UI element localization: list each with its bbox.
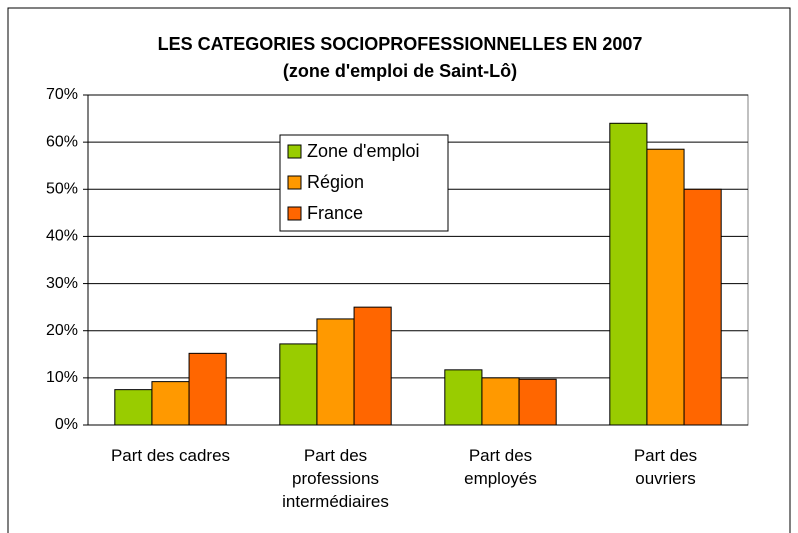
bar: [518, 378, 557, 426]
bar: [683, 188, 722, 426]
x-tick-label: Part des cadres: [110, 446, 231, 465]
y-tick-label: 30%: [46, 275, 78, 292]
legend-label: France: [307, 203, 363, 223]
x-tick-label: Part des professions intermédiaires: [282, 446, 389, 511]
bar: [188, 352, 227, 426]
x-tick-label: Part des ouvriers: [633, 446, 698, 488]
y-tick-label: 0%: [55, 416, 78, 433]
bar: [609, 122, 648, 426]
legend-label: Zone d'emploi: [307, 141, 420, 161]
bar: [151, 381, 190, 426]
legend-swatch: [287, 206, 302, 221]
y-tick-label: 10%: [46, 369, 78, 386]
legend-box: [279, 134, 449, 232]
chart-subtitle: (zone d'emploi de Saint-Lô): [283, 61, 517, 81]
chart-frame: [7, 7, 791, 533]
bar: [114, 389, 153, 426]
y-tick-label: 40%: [46, 228, 78, 245]
bar: [353, 306, 392, 426]
bar: [279, 343, 318, 426]
bar: [316, 318, 355, 426]
chart-title: LES CATEGORIES SOCIOPROFESSIONNELLES EN …: [158, 34, 643, 54]
legend-swatch: [287, 175, 302, 190]
bar: [444, 369, 483, 426]
y-tick-label: 60%: [46, 133, 78, 150]
y-tick-label: 50%: [46, 181, 78, 198]
bar: [646, 148, 685, 426]
legend-swatch: [287, 144, 302, 159]
legend-label: Région: [307, 172, 364, 192]
y-tick-label: 70%: [46, 86, 78, 103]
x-tick-label: Part des employés: [464, 446, 537, 488]
bar: [481, 377, 520, 426]
y-tick-label: 20%: [46, 322, 78, 339]
